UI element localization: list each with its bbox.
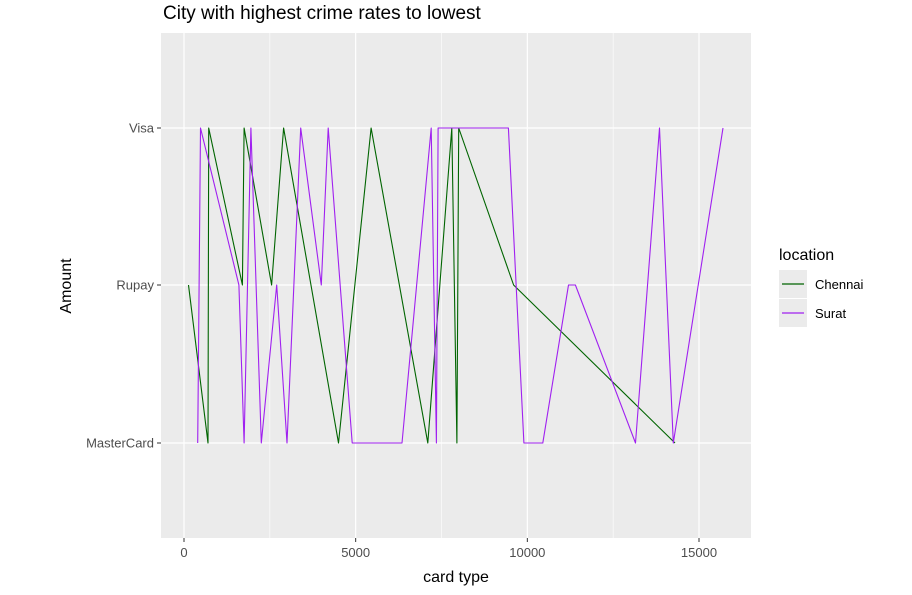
y-axis-label: Amount bbox=[58, 258, 75, 314]
series-line-surat bbox=[197, 127, 724, 444]
x-tick-label: 0 bbox=[180, 545, 187, 560]
legend-label: Chennai bbox=[815, 277, 864, 292]
y-tick-label: Visa bbox=[129, 121, 155, 136]
x-tick-label: 5000 bbox=[341, 545, 370, 560]
x-tick-label: 15000 bbox=[681, 545, 717, 560]
legend-label: Surat bbox=[815, 306, 846, 321]
legend: location Chennai Surat bbox=[779, 247, 864, 327]
axis-layer: 0 5000 10000 15000 MasterCard Rupay Visa bbox=[86, 121, 717, 561]
chart-title: City with highest crime rates to lowest bbox=[163, 3, 482, 24]
x-axis-label: card type bbox=[423, 569, 489, 586]
x-tick-label: 10000 bbox=[509, 545, 545, 560]
legend-title: location bbox=[779, 247, 834, 264]
y-tick-label: MasterCard bbox=[86, 436, 154, 451]
series-line-chennai bbox=[187, 127, 676, 444]
series-layer bbox=[187, 127, 724, 444]
y-tick-label: Rupay bbox=[116, 278, 154, 293]
legend-entries: Chennai Surat bbox=[779, 270, 864, 327]
